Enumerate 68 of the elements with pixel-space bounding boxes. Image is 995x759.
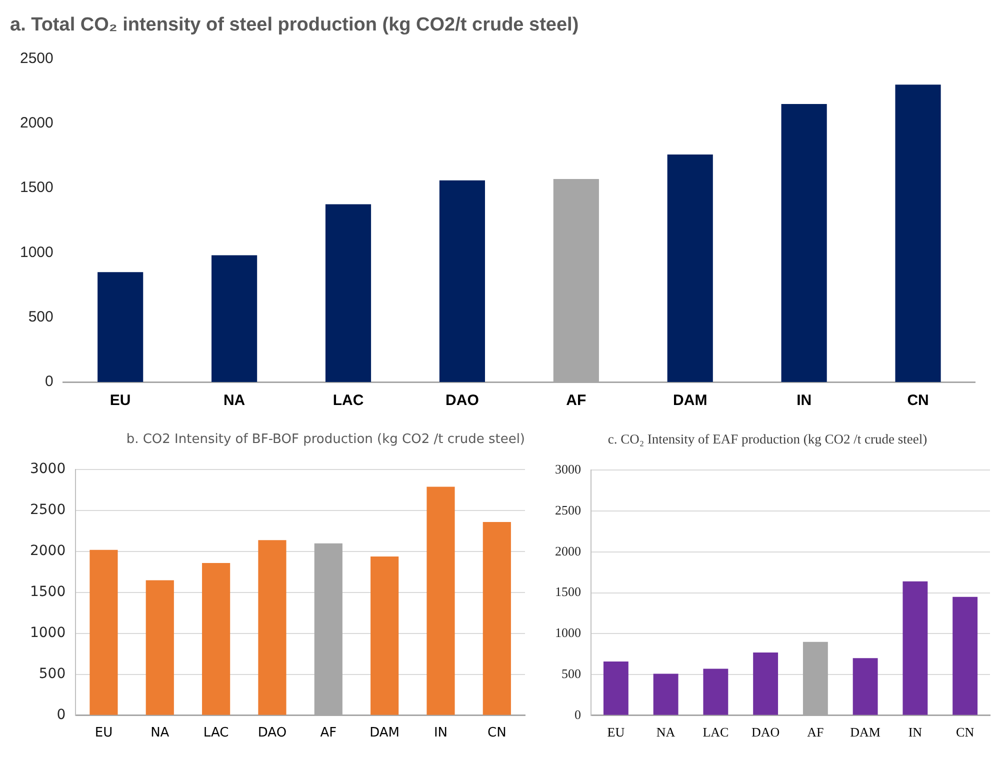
x-tick-label: DAM: [673, 392, 708, 410]
x-tick-label: DAO: [446, 392, 480, 410]
y-tick-label: 1000: [555, 625, 581, 640]
x-tick-label: LAC: [203, 726, 229, 741]
chart-title: b. CO2 Intensity of BF-BOF production (kg CO2 /t crude steel): [126, 432, 525, 448]
x-tick-label: AF: [807, 724, 824, 740]
y-tick-label: 1500: [20, 179, 54, 196]
x-tick-label: CN: [907, 392, 929, 410]
y-tick-label: 500: [562, 666, 581, 681]
x-tick-label: AF: [566, 392, 586, 410]
y-tick-label: 2000: [555, 543, 581, 558]
bar: [852, 658, 878, 715]
y-tick-label: 2000: [20, 114, 54, 132]
bar: [426, 486, 455, 715]
x-tick-label: DAM: [370, 726, 400, 741]
y-tick-label: 500: [28, 308, 54, 326]
bar: [753, 652, 778, 715]
y-tick-label: 1500: [555, 584, 581, 600]
y-tick-label: 500: [38, 666, 66, 682]
x-tick-label: AF: [320, 726, 337, 741]
y-tick-label: 1500: [30, 584, 66, 600]
bar: [952, 596, 978, 715]
x-tick-label: EU: [94, 726, 113, 741]
x-tick-label: NA: [223, 392, 246, 410]
x-tick-label: IN: [908, 724, 923, 740]
y-tick-label: 1000: [20, 244, 54, 261]
y-tick-label: 0: [56, 707, 66, 724]
bar: [603, 661, 628, 715]
bar: [667, 154, 713, 382]
bar: [439, 180, 485, 382]
bar: [703, 668, 728, 715]
bar: [902, 581, 928, 715]
x-tick-label: DAM: [850, 724, 881, 740]
x-tick-label: NA: [656, 724, 676, 740]
bar: [258, 540, 286, 715]
x-tick-label: LAC: [702, 724, 729, 740]
y-tick-label: 2500: [20, 50, 54, 67]
y-tick-label: 0: [45, 373, 54, 390]
y-tick-label: 0: [574, 706, 581, 722]
bar: [653, 674, 678, 715]
bar: [895, 84, 941, 382]
bar: [325, 204, 372, 382]
y-tick-label: 2500: [555, 502, 581, 518]
y-tick-label: 3000: [30, 461, 66, 478]
y-tick-label: 2000: [30, 543, 66, 560]
y-tick-label: 2500: [30, 502, 66, 518]
x-tick-label: EU: [110, 392, 131, 410]
bar: [98, 272, 144, 382]
x-tick-label: EU: [607, 724, 626, 740]
bar: [482, 522, 511, 715]
bar: [202, 563, 230, 715]
y-tick-label: 3000: [555, 462, 581, 477]
x-tick-label: LAC: [332, 392, 364, 410]
bar: [90, 550, 118, 715]
chart-title: a. Total CO₂ intensity of steel production (kg CO2/t crude steel): [10, 14, 579, 36]
bar: [370, 556, 399, 715]
x-tick-label: NA: [150, 726, 170, 741]
x-tick-label: DAO: [751, 724, 780, 740]
bar: [212, 255, 258, 382]
x-tick-label: IN: [796, 392, 812, 410]
x-tick-label: CN: [488, 726, 506, 741]
bar: [146, 580, 174, 715]
x-tick-label: CN: [956, 724, 975, 740]
x-tick-label: IN: [434, 726, 448, 741]
y-tick-label: 1000: [30, 625, 66, 642]
x-tick-label: DAO: [258, 726, 287, 741]
chart-title: c. CO₂ Intensity of EAF production (kg CO2 /t crude steel): [608, 432, 928, 447]
bar: [781, 104, 827, 382]
